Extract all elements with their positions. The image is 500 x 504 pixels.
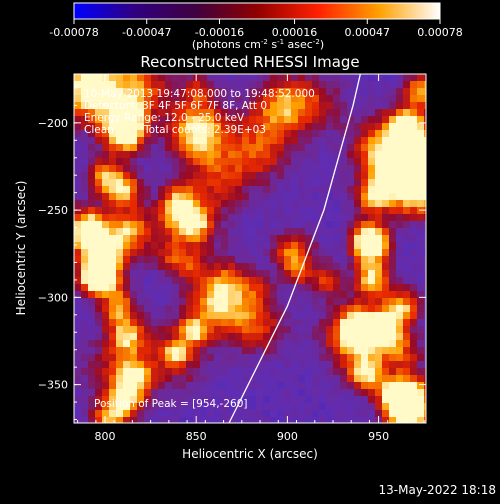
y-axis-title: Heliocentric Y (arcsec) bbox=[14, 181, 28, 316]
colorbar-ticks: -0.00078 -0.00047 -0.00016 0.00016 0.00047 0.… bbox=[49, 19, 463, 39]
colorbar-tick-label: 0.00047 bbox=[345, 26, 391, 39]
footer-timestamp: 13-May-2022 18:18 bbox=[378, 483, 496, 497]
x-tick-label: 850 bbox=[186, 430, 207, 443]
x-tick-label: 800 bbox=[95, 430, 116, 443]
colorbar-tick-label: -0.00016 bbox=[195, 26, 244, 39]
annotation-time-range: 10-May-2013 19:47:08.000 to 19:48:52.000 bbox=[84, 88, 315, 100]
axis-ticks: 800 850 900 950 −200 −250 −300 −350 bbox=[38, 74, 426, 443]
heatmap-image bbox=[74, 74, 426, 423]
plot-frame bbox=[73, 73, 427, 424]
x-tick-label: 950 bbox=[368, 430, 389, 443]
annotation-detectors: Detectors: 3F 4F 5F 6F 7F 8F, Att 0 bbox=[84, 100, 267, 112]
y-tick-label: −300 bbox=[38, 291, 68, 304]
annotation-peak-position: Position of Peak = [954,-260] bbox=[94, 398, 248, 410]
y-tick-label: −250 bbox=[38, 204, 68, 217]
y-tick-label: −350 bbox=[38, 379, 68, 392]
colorbar-tick-label: -0.00078 bbox=[49, 26, 98, 39]
x-tick-label: 900 bbox=[277, 430, 298, 443]
annotation-total-counts: Total counts: 2.39E+03 bbox=[143, 124, 266, 136]
colorbar bbox=[73, 2, 441, 20]
annotation-energy: Energy Range: 12.0 - 25.0 keV bbox=[84, 112, 245, 124]
annotation-clean: Clean bbox=[84, 124, 114, 136]
colorbar-unit-label: (photons cm-2 s-1 asec-2) bbox=[192, 38, 324, 51]
colorbar-tick-label: -0.00047 bbox=[122, 26, 171, 39]
colorbar-tick-label: 0.00016 bbox=[272, 26, 318, 39]
x-axis-title: Heliocentric X (arcsec) bbox=[182, 447, 318, 461]
y-tick-label: −200 bbox=[38, 117, 68, 130]
colorbar-tick-label: 0.00078 bbox=[417, 26, 463, 39]
solar-limb-curve bbox=[228, 73, 361, 424]
chart-title: Reconstructed RHESSI Image bbox=[140, 53, 359, 71]
